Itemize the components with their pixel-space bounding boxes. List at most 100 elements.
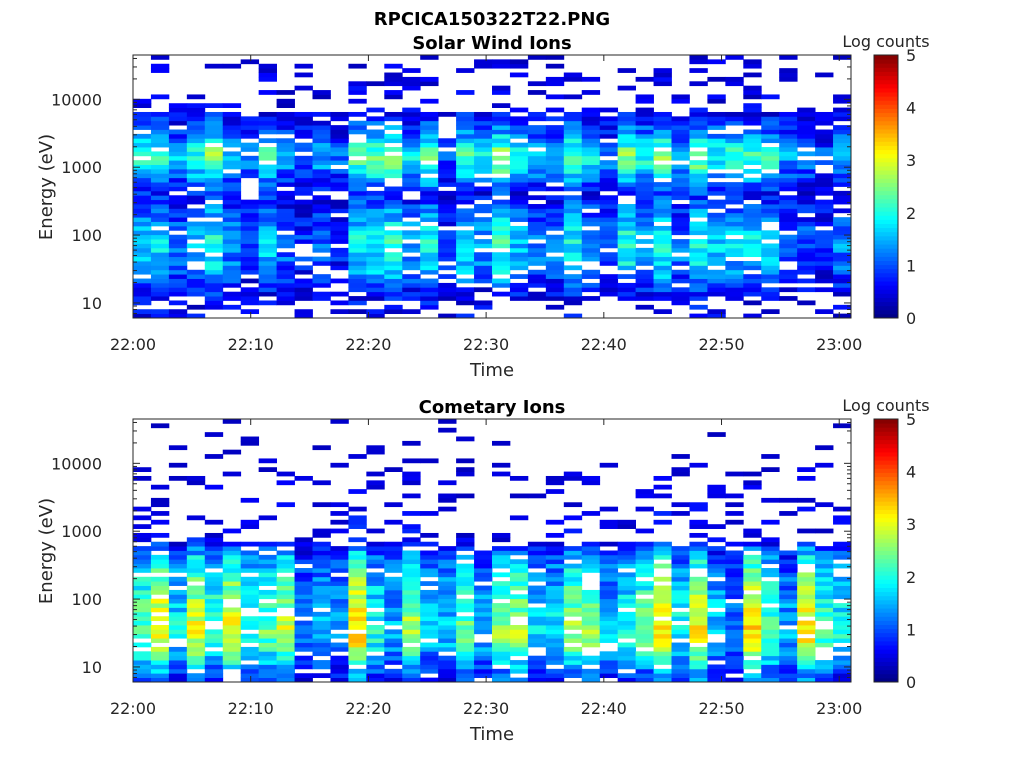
heat-cell [635, 603, 654, 608]
heat-cell [689, 208, 708, 214]
heat-cell [797, 160, 816, 165]
heat-cell [276, 182, 295, 187]
heat-cell [348, 546, 367, 551]
heat-cell [294, 155, 313, 161]
heat-cell [527, 638, 547, 643]
heat-cell [725, 638, 744, 643]
heat-cell [707, 155, 726, 161]
heat-cell [581, 282, 601, 288]
heat-cell [150, 195, 170, 201]
heat-cell [348, 506, 367, 512]
heat-cell [366, 589, 385, 595]
heat-cell [635, 199, 654, 205]
heat-cell [276, 208, 295, 214]
heat-cell [366, 230, 385, 236]
heat-cell [563, 300, 583, 306]
heat-cell [186, 576, 206, 582]
heat-cell [186, 147, 206, 152]
heat-cell [509, 190, 529, 196]
heat-cell [689, 462, 708, 468]
heat-cell [599, 133, 619, 139]
heat-cell [653, 173, 672, 179]
heat-cell [186, 625, 206, 630]
heat-cell [456, 278, 475, 284]
heat-cell [474, 668, 493, 674]
heat-cell [168, 221, 188, 227]
heat-cell [581, 296, 601, 301]
heat-cell [653, 660, 672, 665]
heat-cell [617, 664, 636, 670]
heat-cell [635, 559, 654, 565]
heat-cell [204, 532, 224, 538]
heat-cell [689, 313, 708, 319]
heat-cell [635, 589, 654, 595]
y-tick-label: 10 [82, 658, 102, 677]
heat-cell [222, 125, 242, 130]
heat-cell [833, 554, 852, 560]
heat-cell [509, 550, 529, 556]
heat-cell [133, 506, 152, 512]
heat-cell [258, 199, 277, 205]
heat-cell [653, 642, 672, 648]
heat-cell [312, 568, 331, 573]
heat-cell [617, 111, 636, 117]
heat-cell [509, 633, 529, 639]
heat-cell [581, 195, 601, 201]
heat-cell [366, 309, 385, 315]
colorbar-segment [874, 497, 898, 502]
heat-cell [168, 309, 188, 315]
heat-cell [330, 291, 349, 297]
heat-cell [492, 116, 511, 122]
heat-cell [492, 239, 511, 244]
heat-cell [509, 212, 529, 218]
heat-cell [671, 550, 690, 556]
heat-cell [653, 589, 672, 595]
heat-cell [133, 655, 152, 661]
heat-cell [240, 541, 260, 547]
heat-cell [133, 168, 152, 174]
heat-cell [707, 563, 726, 569]
heat-cell [294, 212, 313, 218]
heat-cell [545, 655, 565, 661]
heat-cell [527, 208, 547, 214]
heat-cell [133, 594, 152, 600]
heat-cell [240, 633, 260, 639]
heat-cell [222, 449, 242, 455]
heat-cell [761, 668, 780, 674]
heat-cell [348, 129, 367, 135]
heat-cell [599, 208, 619, 214]
heat-cell [653, 603, 672, 608]
heat-cell [779, 204, 798, 209]
heat-cell [168, 475, 188, 481]
heat-cell [222, 243, 242, 249]
heat-cell [581, 243, 601, 249]
heat-cell [635, 208, 654, 214]
heat-cell [348, 164, 367, 170]
heat-cell [653, 475, 672, 481]
heat-cell [671, 225, 690, 231]
heat-cell [833, 199, 852, 205]
heat-cell [420, 199, 439, 205]
heat-cell [150, 234, 170, 240]
y-tick-label: 10000 [51, 90, 102, 109]
heat-cell [366, 572, 385, 578]
heat-cell [420, 651, 439, 657]
heat-cell [833, 594, 852, 600]
heat-cell [133, 568, 152, 573]
heat-cell [402, 168, 421, 174]
heat-cell [707, 147, 726, 152]
heat-cell [168, 217, 188, 222]
heat-cell [492, 611, 511, 617]
heat-cell [402, 620, 421, 626]
heat-cell [474, 655, 493, 661]
heat-cell [168, 546, 188, 551]
heat-cell [833, 98, 852, 104]
heat-cell [797, 581, 816, 586]
heat-cell [545, 581, 565, 586]
heat-cell [761, 559, 780, 565]
heat-cell [779, 225, 798, 231]
heat-cell [150, 269, 170, 275]
heat-cell [294, 603, 313, 608]
heat-cell [294, 673, 313, 679]
heat-cell [133, 125, 152, 130]
